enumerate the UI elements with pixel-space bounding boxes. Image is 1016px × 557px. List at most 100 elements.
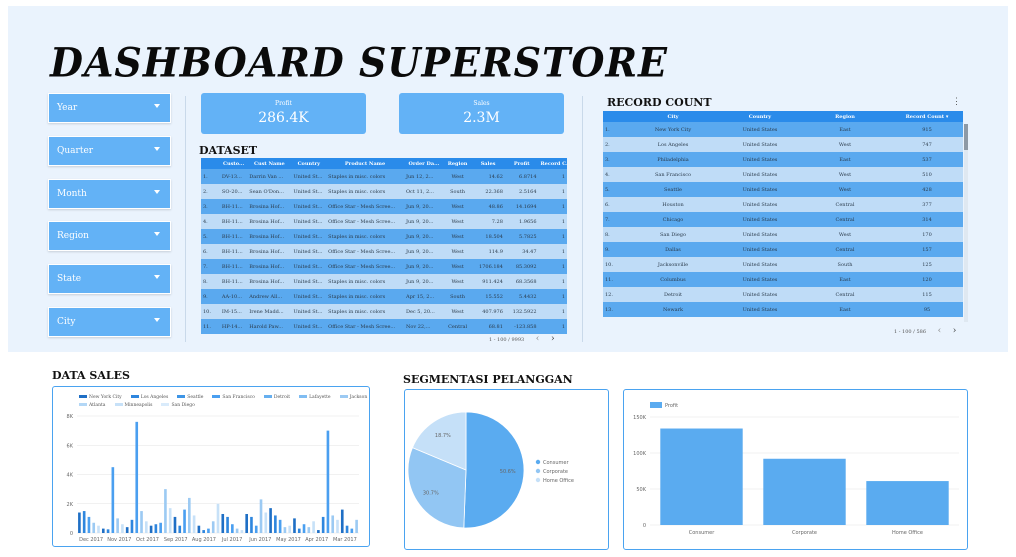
table-row[interactable]: 11. Columbus United States East 120 — [603, 272, 963, 287]
table-row[interactable]: 1. DV-13... Darrin Van ... United St... Stap… — [201, 169, 567, 184]
table-cell: 1 — [538, 199, 567, 214]
scrollbar-track[interactable] — [964, 124, 968, 322]
filter-quarter[interactable]: Quarter — [48, 136, 171, 166]
column-header[interactable]: Region — [443, 158, 472, 169]
table-cell: 1 — [538, 274, 567, 289]
table-cell: United States — [721, 167, 799, 182]
legend-item[interactable]: Minneapolis — [114, 403, 152, 408]
table-row[interactable]: 2. SO-20... Sean O'Don... United St... Stapl… — [201, 184, 567, 199]
legend-item[interactable]: Seattle — [177, 395, 203, 400]
table-row[interactable]: 10. Jacksonville United States South 125 — [603, 257, 963, 272]
table-row[interactable]: 1. New York City United States East 915 — [603, 122, 963, 137]
column-header[interactable] — [201, 158, 220, 169]
column-header[interactable]: Country — [721, 111, 799, 122]
column-header[interactable]: Order Da... — [403, 158, 444, 169]
table-cell: Chicago — [625, 212, 721, 227]
table-cell: 7. — [603, 212, 625, 227]
legend-item[interactable]: Atlanta — [79, 403, 106, 408]
legend-item[interactable]: San Francisco — [212, 395, 255, 400]
x-tick-label: Sep 2017 — [164, 537, 188, 543]
column-header[interactable]: Cust Name — [247, 158, 292, 169]
x-tick-label: Jun 2017 — [248, 537, 271, 543]
legend-item[interactable]: Los Angeles — [130, 395, 168, 400]
sales-bar — [159, 522, 162, 533]
next-page-icon[interactable]: › — [952, 326, 957, 336]
legend-item[interactable]: Lafayette — [299, 395, 331, 400]
table-cell: BH-11... — [219, 229, 248, 244]
filter-region[interactable]: Region — [48, 221, 171, 251]
filter-year[interactable]: Year — [48, 93, 171, 123]
legend-item[interactable]: New York City — [79, 395, 122, 400]
table-row[interactable]: 9. AA-10... Andrew All... United St... Stapl… — [201, 289, 567, 304]
table-row[interactable]: 4. BH-11... Brosina Hof... United St... Offi… — [201, 214, 567, 229]
table-row[interactable]: 7. BH-11... Brosina Hof... United St... Offi… — [201, 259, 567, 274]
scrollbar-thumb[interactable] — [964, 124, 968, 150]
table-row[interactable]: 3. BH-11... Brosina Hof... United St... Offi… — [201, 199, 567, 214]
table-cell: 14.1694 — [504, 199, 539, 214]
sales-bar — [355, 519, 358, 533]
legend-item[interactable]: San Diego — [161, 403, 195, 408]
column-header[interactable]: City — [625, 111, 721, 122]
table-cell: United States — [721, 212, 799, 227]
sales-bar — [293, 518, 296, 533]
table-cell: Jun 9, 20... — [403, 259, 444, 274]
pie-chart-svg: 50.6% 30.7% 18.7% Consumer Corporate Home Off… — [407, 411, 574, 529]
legend-item[interactable]: Detroit — [263, 395, 290, 400]
column-header[interactable]: Custo... — [219, 158, 248, 169]
table-row[interactable]: 2. Los Angeles United States West 747 — [603, 137, 963, 152]
table-row[interactable]: 12. Detroit United States Central 115 — [603, 287, 963, 302]
table-cell: 48.86 — [471, 199, 505, 214]
table-row[interactable]: 8. BH-11... Brosina Hof... United St... Stap… — [201, 274, 567, 289]
prev-page-icon[interactable]: ‹ — [937, 326, 942, 336]
table-cell: 11. — [603, 272, 625, 287]
table-row[interactable]: 10. IM-15... Irene Madd... United St... Stap… — [201, 304, 567, 319]
chevron-down-icon — [154, 318, 160, 322]
table-row[interactable]: 8. San Diego United States West 170 — [603, 227, 963, 242]
table-cell: 5. — [603, 182, 625, 197]
column-header[interactable]: Profit — [504, 158, 539, 169]
table-row[interactable]: 9. Dallas United States Central 157 — [603, 242, 963, 257]
legend-swatch — [299, 395, 308, 398]
table-cell: Houston — [625, 197, 721, 212]
x-tick-label: Nov 2017 — [107, 537, 131, 543]
column-header[interactable]: Record Count ▾ — [891, 111, 963, 122]
table-row[interactable]: 6. BH-11... Brosina Hof... United St... Offi… — [201, 244, 567, 259]
column-header[interactable]: Sales — [471, 158, 505, 169]
table-row[interactable]: 7. Chicago United States Central 314 — [603, 212, 963, 227]
filter-state[interactable]: State — [48, 264, 171, 294]
table-cell: 4. — [201, 214, 220, 229]
table-row[interactable]: 5. BH-11... Brosina Hof... United St... Stap… — [201, 229, 567, 244]
table-row[interactable]: 11. HP-14... Harold Paw... United St... Offi… — [201, 319, 567, 334]
y-tick-label: 2K — [67, 502, 74, 508]
table-cell: Philadelphia — [625, 152, 721, 167]
filter-month[interactable]: Month — [48, 179, 171, 209]
column-header[interactable]: Product Name — [326, 158, 404, 169]
x-tick-label: Dec 2017 — [79, 537, 103, 543]
column-header[interactable]: Record C... — [538, 158, 567, 169]
table-cell: Brosina Hof... — [247, 259, 292, 274]
next-page-icon[interactable]: › — [550, 334, 555, 344]
table-cell: 1. — [603, 122, 625, 137]
column-header[interactable]: Region — [799, 111, 891, 122]
column-header[interactable] — [603, 111, 625, 122]
pager-range: 1 - 100 / 586 — [894, 329, 926, 335]
legend-item[interactable]: Jackson — [339, 395, 367, 400]
table-row[interactable]: 13. Newark United States East 95 — [603, 302, 963, 317]
table-row[interactable]: 5. Seattle United States West 428 — [603, 182, 963, 197]
table-row[interactable]: 3. Philadelphia United States East 537 — [603, 152, 963, 167]
sales-bar — [144, 521, 148, 533]
more-options-icon[interactable]: ⋮ — [952, 97, 961, 107]
kpi-label: Sales — [473, 100, 490, 107]
profit-segment-chart: Profit 0 50K 100K 150K Consumer Corporate Home … — [623, 389, 968, 550]
column-header[interactable]: Country — [291, 158, 327, 169]
table-cell: Office Star - Mesh Scree... — [326, 214, 404, 229]
prev-page-icon[interactable]: ‹ — [535, 334, 540, 344]
table-cell: 1 — [538, 304, 567, 319]
table-cell: 1.9656 — [504, 214, 539, 229]
table-cell: United St... — [291, 214, 327, 229]
filter-city[interactable]: City — [48, 307, 171, 337]
table-cell: Brosina Hof... — [247, 229, 292, 244]
table-row[interactable]: 4. San Francisco United States West 510 — [603, 167, 963, 182]
table-cell: 6.8714 — [504, 169, 539, 184]
table-row[interactable]: 6. Houston United States Central 377 — [603, 197, 963, 212]
